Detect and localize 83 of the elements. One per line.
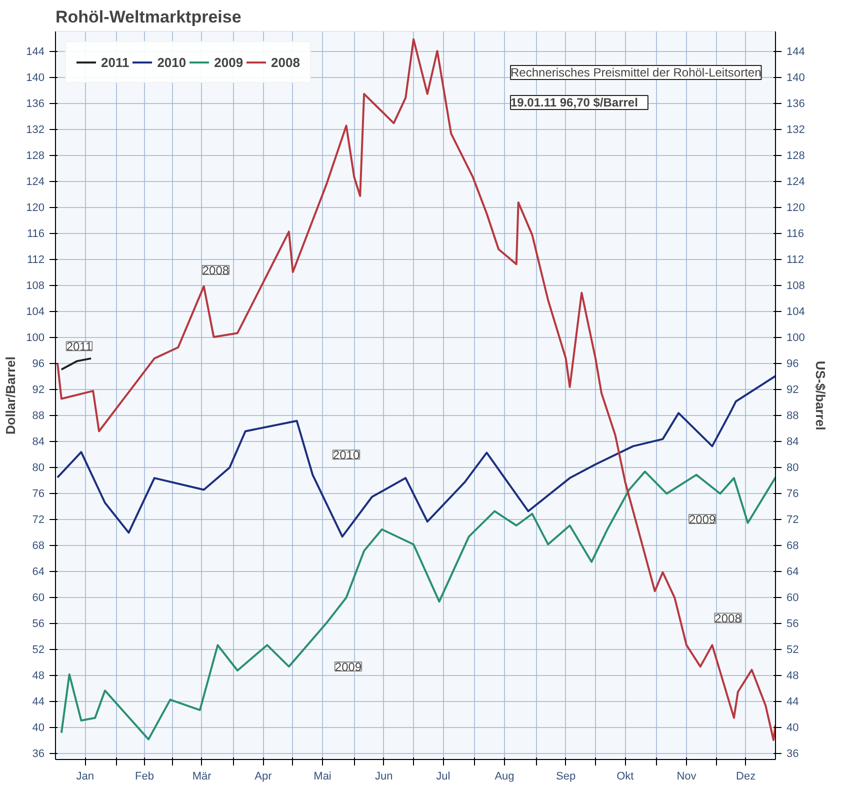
y2-tick-label: 64	[786, 566, 799, 578]
y2-tick-label: 128	[786, 150, 805, 162]
y2-tick-label: 56	[786, 618, 799, 630]
y2-tick-label: 60	[786, 592, 799, 604]
annotation: 2008	[714, 611, 742, 626]
y-tick-label: 40	[32, 722, 45, 734]
y-tick-label: 76	[32, 488, 45, 500]
y2-tick-label: 144	[786, 46, 805, 58]
y-tick-label: 52	[32, 644, 45, 656]
y-tick-label: 124	[26, 176, 45, 188]
x-tick-label: Jul	[436, 770, 450, 782]
y2-tick-label: 132	[786, 124, 805, 136]
annotation: 2011	[66, 340, 92, 354]
y-axis-title: Dollar/Barrel	[3, 356, 18, 435]
x-tick-label: Aug	[494, 770, 514, 782]
y-tick-label: 36	[32, 748, 45, 760]
y2-tick-label: 140	[786, 72, 805, 84]
y2-tick-label: 84	[786, 436, 799, 448]
y2-tick-label: 124	[786, 176, 805, 188]
legend-label: 2009	[214, 54, 244, 70]
y-tick-label: 104	[26, 306, 45, 318]
y2-tick-label: 108	[786, 280, 805, 292]
y2-tick-label: 68	[786, 540, 799, 552]
x-tick-label: Jan	[76, 770, 94, 782]
y-tick-label: 112	[26, 254, 45, 266]
y2-tick-label: 136	[786, 98, 805, 110]
y2-tick-label: 80	[786, 462, 799, 474]
y2-tick-label: 96	[786, 358, 799, 370]
x-tick-label: Jun	[374, 770, 393, 782]
annotation: 2010	[332, 448, 360, 462]
x-tick-label: Mär	[192, 770, 212, 782]
y2-tick-label: 112	[786, 254, 804, 266]
y2-tick-label: 92	[786, 384, 799, 396]
y-tick-label: 128	[26, 150, 45, 162]
x-tick-label: Apr	[254, 770, 272, 782]
y2-tick-label: 72	[786, 514, 799, 526]
y-tick-label: 56	[32, 618, 45, 630]
y2-axis-title: US-$/barrel	[812, 360, 828, 430]
y2-tick-label: 88	[786, 410, 799, 422]
chart-title: Rohöl-Weltmarktpreise	[56, 8, 242, 26]
annotation: 19.01.11 96,70 $/Barrel	[510, 96, 638, 110]
y2-tick-label: 104	[786, 306, 805, 318]
y-tick-label: 120	[26, 202, 45, 214]
y2-tick-label: 48	[786, 670, 799, 682]
y2-tick-label: 100	[786, 332, 805, 344]
annotation: Rechnerisches Preismittel der Rohöl-Leitsorten	[510, 66, 762, 80]
annotation: 2008	[202, 264, 230, 278]
y-tick-label: 88	[32, 410, 45, 422]
y-tick-label: 44	[32, 696, 45, 708]
y-tick-label: 116	[26, 228, 45, 240]
y2-tick-label: 44	[786, 696, 799, 708]
x-tick-label: Nov	[676, 770, 697, 782]
y-tick-label: 84	[32, 436, 45, 448]
y-tick-label: 108	[26, 280, 45, 292]
y-tick-label: 80	[32, 462, 45, 474]
y-tick-label: 96	[32, 358, 45, 370]
y-tick-label: 72	[32, 514, 45, 526]
x-tick-label: Mai	[314, 770, 332, 782]
y2-tick-label: 116	[786, 228, 804, 240]
y2-tick-label: 76	[786, 488, 799, 500]
x-tick-label: Dez	[736, 770, 756, 782]
y-tick-label: 140	[26, 72, 45, 84]
y-tick-label: 92	[32, 384, 45, 396]
y-tick-label: 60	[32, 592, 45, 604]
y-tick-label: 132	[26, 124, 45, 136]
x-tick-label: Sep	[556, 770, 576, 782]
y2-tick-label: 52	[786, 644, 799, 656]
y-tick-label: 48	[32, 670, 45, 682]
legend-label: 2011	[101, 54, 130, 70]
annotation: 2009	[688, 512, 716, 526]
y2-tick-label: 120	[786, 202, 805, 214]
y-tick-label: 136	[26, 98, 45, 110]
y-tick-label: 144	[26, 46, 45, 58]
annotation: 2009	[334, 660, 362, 674]
y-tick-label: 68	[32, 540, 45, 552]
y2-tick-label: 36	[786, 748, 799, 760]
y-tick-label: 100	[26, 332, 45, 344]
legend-label: 2008	[271, 54, 300, 70]
x-tick-label: Feb	[135, 770, 154, 782]
y2-tick-label: 40	[786, 722, 799, 734]
legend-label: 2010	[157, 54, 186, 70]
y-tick-label: 64	[32, 566, 45, 578]
x-tick-label: Okt	[616, 770, 634, 782]
